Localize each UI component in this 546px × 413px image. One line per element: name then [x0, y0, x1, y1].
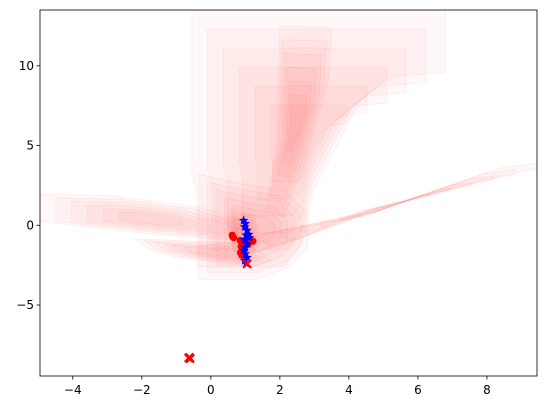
density-contour-left-band-5: [119, 212, 184, 227]
density-contour-lower-left-band-0: [133, 238, 272, 268]
x-axis: −4 −2 0 2 4 6 8: [64, 376, 491, 397]
density-contour-upper-ridge-3: [278, 67, 317, 179]
x-tick-label: 6: [414, 383, 422, 397]
density-contour-lower-left-band-5: [182, 246, 225, 257]
point-star: [242, 239, 253, 249]
x-tick-label: 8: [483, 383, 491, 397]
density-contour-upper-column-4: [254, 85, 367, 200]
density-contour-right-ray-4: [320, 188, 451, 229]
density-contour-left-band-2: [71, 201, 226, 235]
point-star: [240, 249, 251, 259]
point-star: [239, 221, 250, 231]
density-contour-upper-ridge-2: [273, 53, 322, 192]
density-contour-upper-column-3: [238, 66, 387, 217]
point-x: [242, 259, 252, 269]
density-layer: [40, 10, 537, 280]
y-axis: −5 0 5 10: [16, 59, 40, 312]
density-contour-right-ray-3: [300, 181, 473, 235]
plot-area: [40, 10, 537, 376]
points-layer: [183, 215, 257, 364]
density-contour-lower-left-band-4: [172, 245, 235, 259]
density-contour-right-ray-5: [339, 194, 429, 222]
density-contour-upper-ridge-1: [269, 39, 327, 205]
axes-frame: [39, 9, 538, 377]
density-contour-upper-column-1: [207, 28, 427, 251]
point-star: [238, 245, 249, 255]
density-contour-central-mass-3: [224, 197, 288, 259]
point-star: [239, 234, 250, 244]
x-tick-label: −4: [64, 383, 82, 397]
x-tick-label: 0: [207, 383, 215, 397]
density-contour-central-mass-1: [207, 181, 302, 273]
point-x: [183, 353, 194, 363]
x-tick-label: 2: [276, 383, 284, 397]
x-tick-label: 4: [345, 383, 353, 397]
point-star: [241, 230, 251, 240]
y-tick-label: 5: [26, 139, 34, 153]
point-circle: [228, 232, 237, 241]
density-contour-lower-left-band-1: [143, 240, 263, 265]
point-star: [238, 215, 249, 225]
point-star: [242, 225, 252, 235]
density-contour-left-band-3: [87, 204, 212, 232]
density-contour-central-mass-2: [215, 189, 295, 266]
point-star: [244, 232, 255, 242]
density-contour-upper-ridge-4: [282, 80, 312, 166]
density-contour-central-mass-0: [198, 173, 308, 280]
density-contour-right-ray-2: [280, 175, 494, 241]
point-star: [240, 242, 251, 252]
y-tick-label: 0: [26, 218, 34, 232]
y-tick-label: 10: [19, 59, 34, 73]
density-contour-upper-column-2: [223, 47, 407, 234]
density-contour-upper-ridge-0: [265, 25, 332, 218]
point-star: [242, 252, 252, 262]
density-contour-left-band-4: [103, 208, 198, 230]
density-contour-lower-left-band-3: [162, 243, 244, 261]
point-star: [240, 218, 251, 228]
x-tick-label: −2: [133, 383, 151, 397]
density-contour-right-ray-0: [241, 162, 537, 253]
y-tick-label: −5: [16, 298, 34, 312]
density-contour-upper-column-5: [270, 104, 348, 183]
density-contour-left-band-1: [55, 197, 239, 238]
density-contour-right-ray-1: [261, 169, 516, 247]
density-contour-upper-column-0: [191, 10, 446, 268]
density-contour-upper-ridge-5: [286, 94, 307, 153]
